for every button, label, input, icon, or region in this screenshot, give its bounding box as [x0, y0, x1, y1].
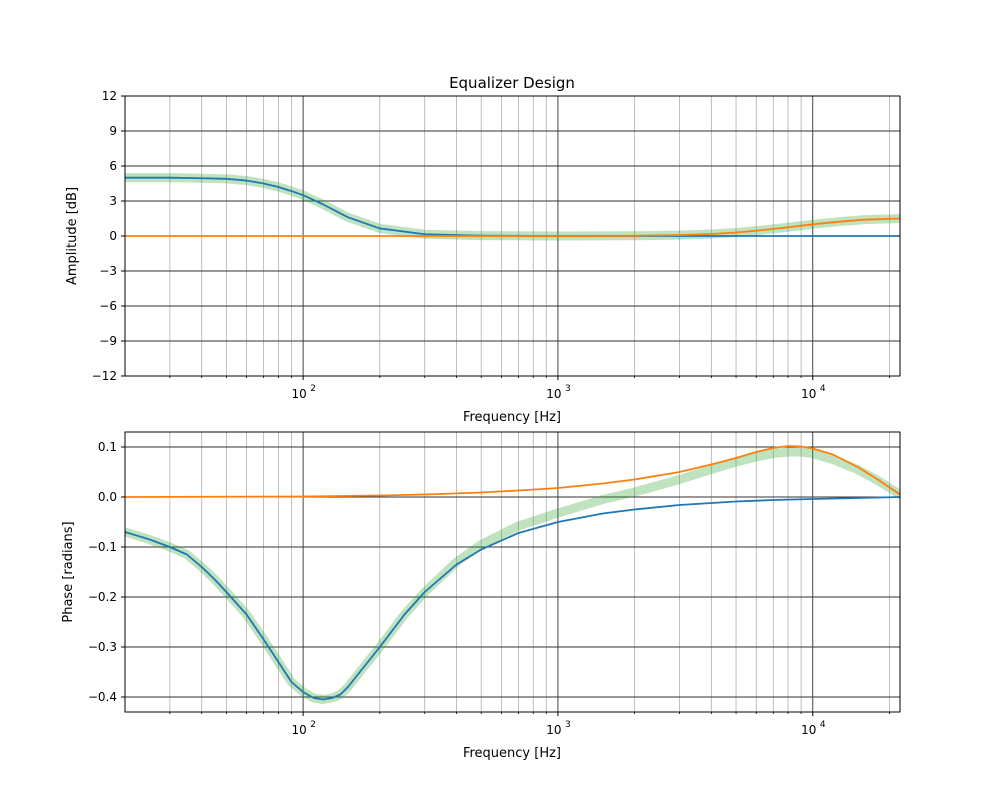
x-tick-label-exponent: 4	[820, 720, 826, 730]
y-tick-label: −0.2	[88, 590, 117, 604]
x-tick-label: 10	[291, 387, 306, 401]
y-tick-label: 0	[109, 229, 117, 243]
phase-x-axis-label: Frequency [Hz]	[463, 746, 561, 761]
y-tick-label: 9	[109, 124, 117, 138]
x-tick-label-exponent: 3	[565, 384, 571, 394]
amplitude-y-axis-label: Amplitude [dB]	[65, 187, 80, 285]
x-tick-label: 10	[801, 387, 816, 401]
y-tick-label: −12	[92, 369, 117, 383]
x-tick-label-exponent: 2	[310, 384, 316, 394]
y-tick-label: −6	[99, 299, 117, 313]
x-tick-label-exponent: 2	[310, 720, 316, 730]
series-line-1	[125, 445, 900, 498]
y-tick-label: −0.4	[88, 690, 117, 704]
amplitude-x-axis-label: Frequency [Hz]	[463, 410, 561, 425]
axes-frame	[124, 431, 901, 713]
x-tick-label: 10	[546, 387, 561, 401]
x-tick-label: 10	[291, 723, 306, 737]
y-tick-label: 0.1	[98, 440, 117, 454]
series-line-0	[125, 496, 900, 701]
x-tick-label-exponent: 4	[820, 384, 826, 394]
phase-panel: 0.1 0.0 −0.1 −0.2 −0.3 −0.4 10 2 10 3 10 4	[88, 431, 901, 737]
y-tick-label: 3	[109, 194, 117, 208]
x-tick-label: 10	[546, 723, 561, 737]
y-tick-label: −3	[99, 264, 117, 278]
y-tick-label: 12	[102, 89, 117, 103]
x-tick-label-exponent: 3	[565, 720, 571, 730]
x-tick-label: 10	[801, 723, 816, 737]
series-line-1	[125, 217, 900, 237]
y-tick-label: −0.3	[88, 640, 117, 654]
phase-y-axis-label: Phase [radians]	[61, 521, 76, 622]
amplitude-panel: 12 9 6 3 0 −3 −6 −9 −12 10 2 10 3 10 4	[92, 89, 901, 401]
y-tick-label: 6	[109, 159, 117, 173]
y-tick-label: −9	[99, 334, 117, 348]
y-tick-label: −0.1	[88, 540, 117, 554]
y-tick-label: 0.0	[98, 490, 117, 504]
chart-title: Equalizer Design	[449, 74, 575, 92]
